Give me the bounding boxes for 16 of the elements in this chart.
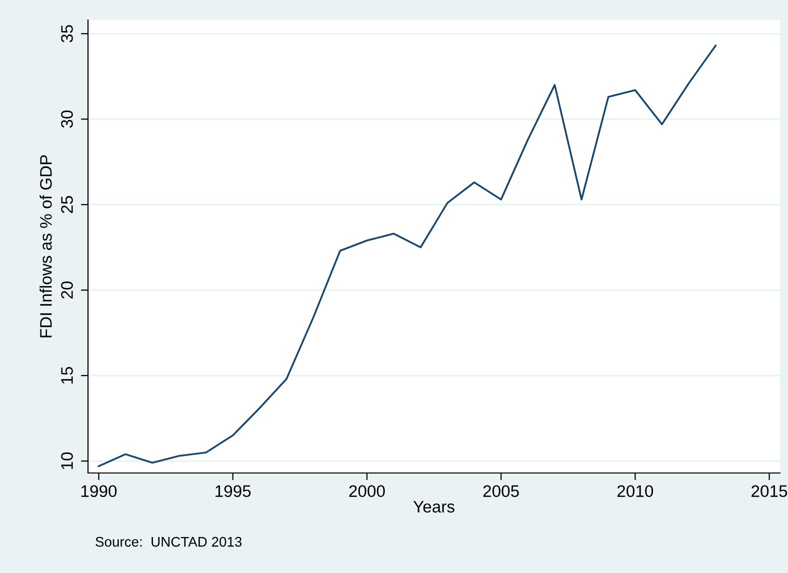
y-tick-label: 20 xyxy=(61,281,73,299)
y-tick-label: 15 xyxy=(61,366,73,384)
y-axis-title: FDI Inflows as % of GDP xyxy=(40,155,52,338)
source-note: Source: UNCTAD 2013 xyxy=(96,536,242,547)
y-tick-label: 25 xyxy=(61,196,73,214)
y-tick-label: 10 xyxy=(61,452,73,470)
x-tick-label: 1995 xyxy=(216,485,251,498)
line-series xyxy=(98,44,717,468)
y-tick-label: 35 xyxy=(61,25,73,42)
x-tick-label: 2010 xyxy=(617,485,654,498)
x-tick-label: 2000 xyxy=(349,485,385,498)
x-axis-title: Years xyxy=(413,500,454,513)
x-tick-label: 1990 xyxy=(81,485,117,498)
x-tick-label: 2015 xyxy=(752,485,788,498)
y-tick-label: 30 xyxy=(61,110,73,128)
x-tick-label: 2005 xyxy=(483,485,519,498)
